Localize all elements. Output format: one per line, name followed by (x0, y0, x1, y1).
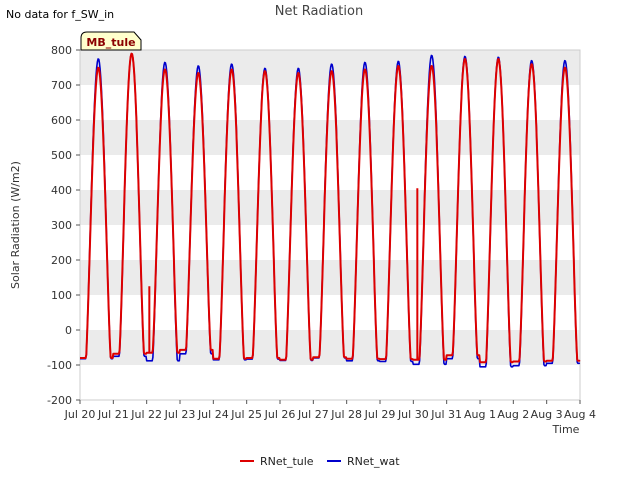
x-tick-label: Jul 27 (297, 408, 329, 421)
grid-band (80, 190, 580, 225)
x-tick-label: Jul 29 (364, 408, 396, 421)
x-tick-label: Jul 24 (197, 408, 229, 421)
y-tick-label: -200 (47, 394, 72, 407)
x-tick-label: Aug 4 (564, 408, 596, 421)
x-tick-label: Jul 28 (330, 408, 362, 421)
badge-shape (80, 31, 142, 51)
y-tick-label: 500 (51, 149, 72, 162)
legend-label-rnet-wat: RNet_wat (347, 455, 400, 468)
y-tick-label: 400 (51, 184, 72, 197)
y-tick-label: 600 (51, 114, 72, 127)
y-tick-label: 0 (65, 324, 72, 337)
x-tick-label: Jul 23 (164, 408, 196, 421)
x-tick-label: Jul 31 (430, 408, 462, 421)
y-tick-label: 200 (51, 254, 72, 267)
series-line-rnet-tule (79, 52, 581, 364)
grid-band (80, 225, 580, 260)
y-tick-label: -100 (47, 359, 72, 372)
grid-band (80, 330, 580, 365)
grid-band (80, 155, 580, 190)
x-tick-label: Jul 21 (97, 408, 129, 421)
grid-band (80, 365, 580, 400)
x-tick-label: Jul 25 (230, 408, 262, 421)
x-tick-label: Jul 22 (130, 408, 162, 421)
legend-label-rnet-tule: RNet_tule (260, 455, 314, 468)
x-axis-ticks: Jul 20 Jul 21 Jul 22 Jul 23 Jul 24 Jul 25 Jul … (64, 400, 596, 421)
y-tick-label: 100 (51, 289, 72, 302)
y-axis-ticks: -200 -100 0 100 200 300 400 500 600 700 800 (47, 44, 80, 407)
x-axis-title: Time (552, 423, 580, 436)
y-tick-label: 700 (51, 79, 72, 92)
x-tick-label: Aug 2 (497, 408, 529, 421)
site-badge: MB_tule (80, 31, 142, 51)
y-axis-title: Solar Radiation (W/m2) (9, 161, 22, 289)
x-tick-label: Jul 30 (397, 408, 429, 421)
x-tick-label: Aug 3 (531, 408, 563, 421)
x-tick-label: Jul 20 (64, 408, 96, 421)
y-tick-label: 300 (51, 219, 72, 232)
x-tick-label: Jul 26 (264, 408, 296, 421)
x-tick-label: Aug 1 (464, 408, 496, 421)
grid-band (80, 295, 580, 330)
grid-band (80, 120, 580, 155)
no-data-note: No data for f_SW_in (6, 8, 114, 21)
grid-band (80, 260, 580, 295)
badge-label: MB_tule (86, 36, 135, 49)
chart-title: Net Radiation (275, 4, 363, 19)
y-tick-label: 800 (51, 44, 72, 57)
legend: RNet_tule RNet_wat (240, 455, 400, 468)
grid-bands (80, 50, 580, 400)
series-lines (79, 52, 581, 368)
